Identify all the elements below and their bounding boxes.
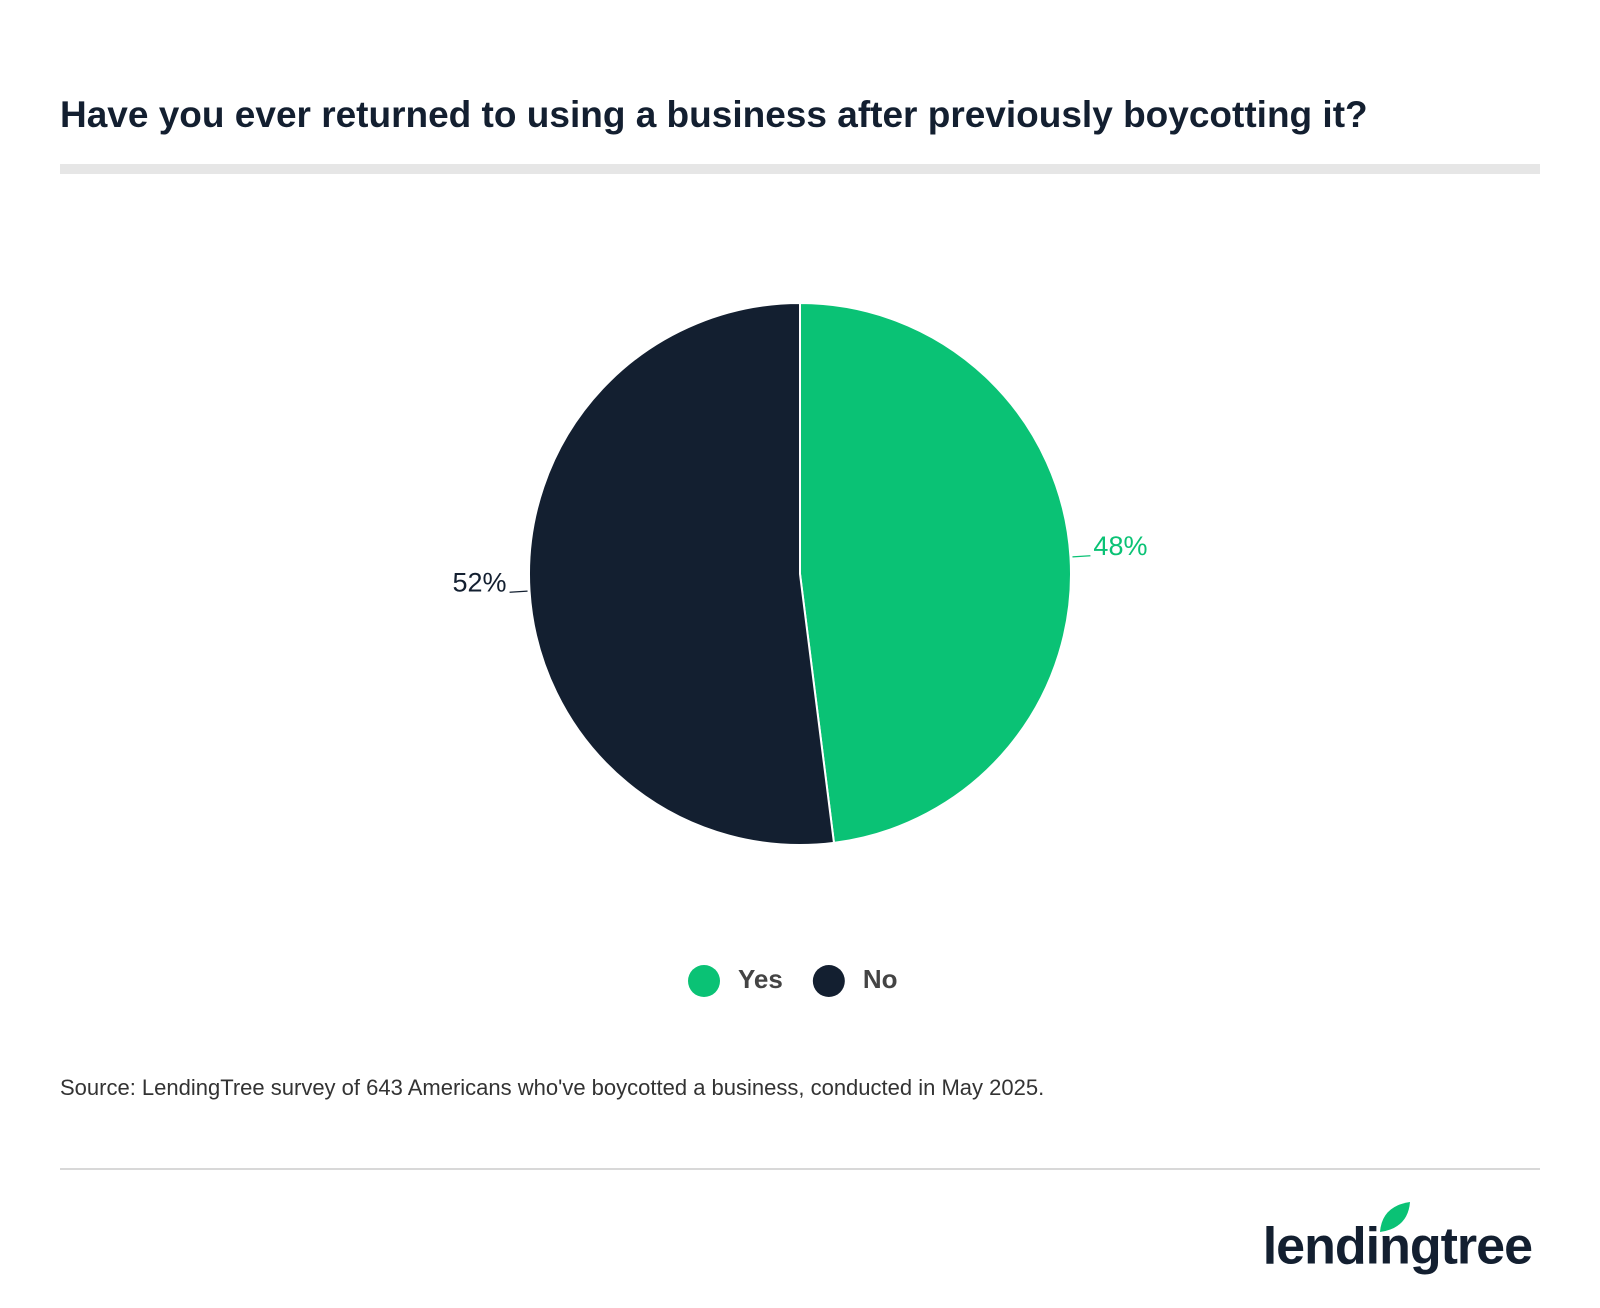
- pie-slice: [799, 301, 1072, 844]
- title-divider: [60, 164, 1540, 174]
- logo-text: lendingtree: [1263, 1218, 1532, 1276]
- legend-swatch: [812, 965, 845, 997]
- legend-swatch: [688, 965, 720, 997]
- legend-label: No: [863, 964, 898, 994]
- data-label: 48%: [1093, 531, 1147, 561]
- source-note: Source: LendingTree survey of 643 Americ…: [60, 1075, 1044, 1100]
- leader-line: [509, 590, 528, 593]
- pie-slice: [528, 301, 836, 846]
- data-label: 52%: [453, 567, 507, 597]
- chart-title: Have you ever returned to using a busine…: [60, 94, 1368, 135]
- leader-line: [1072, 555, 1091, 558]
- logo-leaf: [1380, 1202, 1410, 1232]
- legend-label: Yes: [738, 964, 783, 994]
- logo: lendingtree: [1263, 1202, 1533, 1276]
